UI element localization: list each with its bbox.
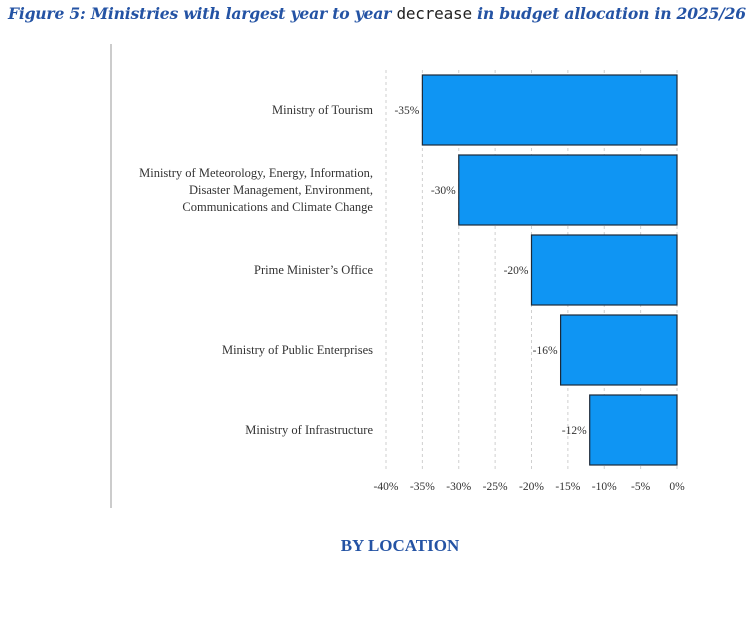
category-label-0: Ministry of Tourism [272,103,373,117]
x-tick-label-0: -40% [374,481,399,493]
data-label-2: -20% [504,265,529,277]
chart-title: Figure 5: Ministries with largest year t… [8,4,748,23]
x-tick-label-2: -30% [446,481,471,493]
x-tick-label-1: -35% [410,481,435,493]
data-label-3: -16% [533,345,558,357]
data-label-1: -30% [431,185,456,197]
data-label-4: -12% [562,425,587,437]
x-tick-label-3: -25% [483,481,508,493]
x-tick-label-6: -10% [592,481,617,493]
data-label-0: -35% [394,105,419,117]
x-tick-label-8: 0% [669,481,685,493]
chart-subtitle: BY LOCATION [340,536,460,555]
category-label-1-line-2: Communications and Climate Change [182,200,373,214]
category-label-3: Ministry of Public Enterprises [222,343,373,357]
category-label-2: Prime Minister’s Office [254,263,373,277]
x-tick-label-4: -20% [519,481,544,493]
category-label-1-line-1: Disaster Management, Environment, [189,183,373,197]
category-label-1-line-0: Ministry of Meteorology, Energy, Informa… [139,166,373,180]
chart-title-emphasis: decrease [396,4,472,23]
bar-1 [458,154,678,226]
x-tick-label-7: -5% [631,481,651,493]
bar-2 [530,234,678,306]
bar-0 [421,74,678,146]
chart-title-start: Figure 5: Ministries with largest year t… [8,4,397,23]
category-label-4: Ministry of Infrastructure [245,423,373,437]
bar-4 [589,394,678,466]
chart-title-end: in budget allocation in 2025/26 [471,4,746,23]
x-tick-label-5: -15% [555,481,580,493]
bar-3 [559,314,678,386]
